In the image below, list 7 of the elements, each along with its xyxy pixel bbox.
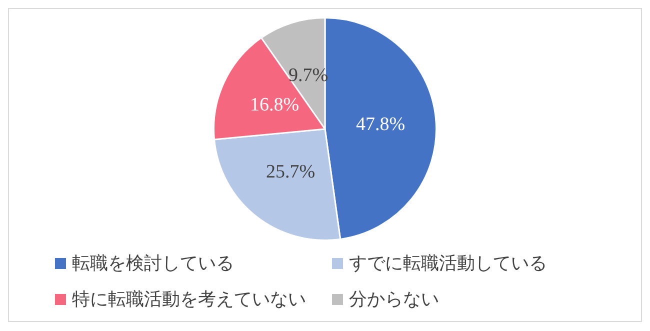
legend-label: 分からない xyxy=(349,288,439,311)
data-label: 25.7% xyxy=(266,162,316,183)
legend-label: 転職を検討している xyxy=(72,252,234,275)
legend-label: 特に転職活動を考えていない xyxy=(72,288,306,311)
legend-label: すでに転職活動している xyxy=(349,252,547,275)
data-label: 16.8% xyxy=(250,94,300,116)
data-label: 47.8% xyxy=(356,114,406,136)
